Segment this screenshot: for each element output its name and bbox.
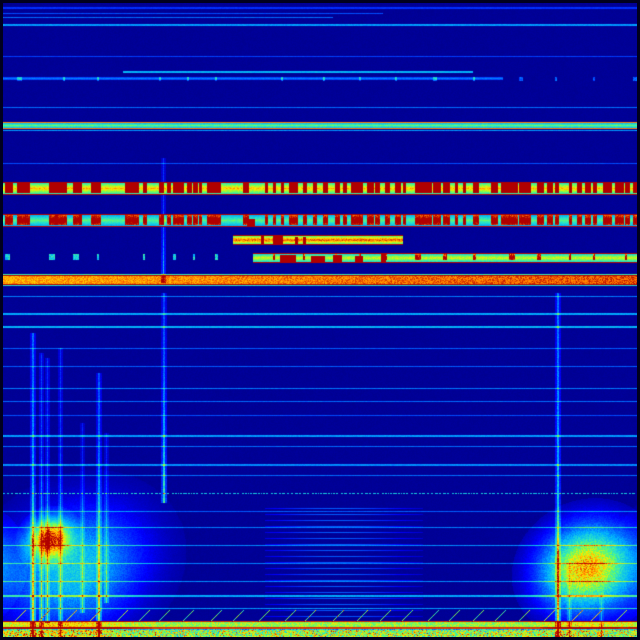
spectrogram-plot-area [3, 3, 637, 637]
spectrogram-canvas [3, 3, 637, 637]
